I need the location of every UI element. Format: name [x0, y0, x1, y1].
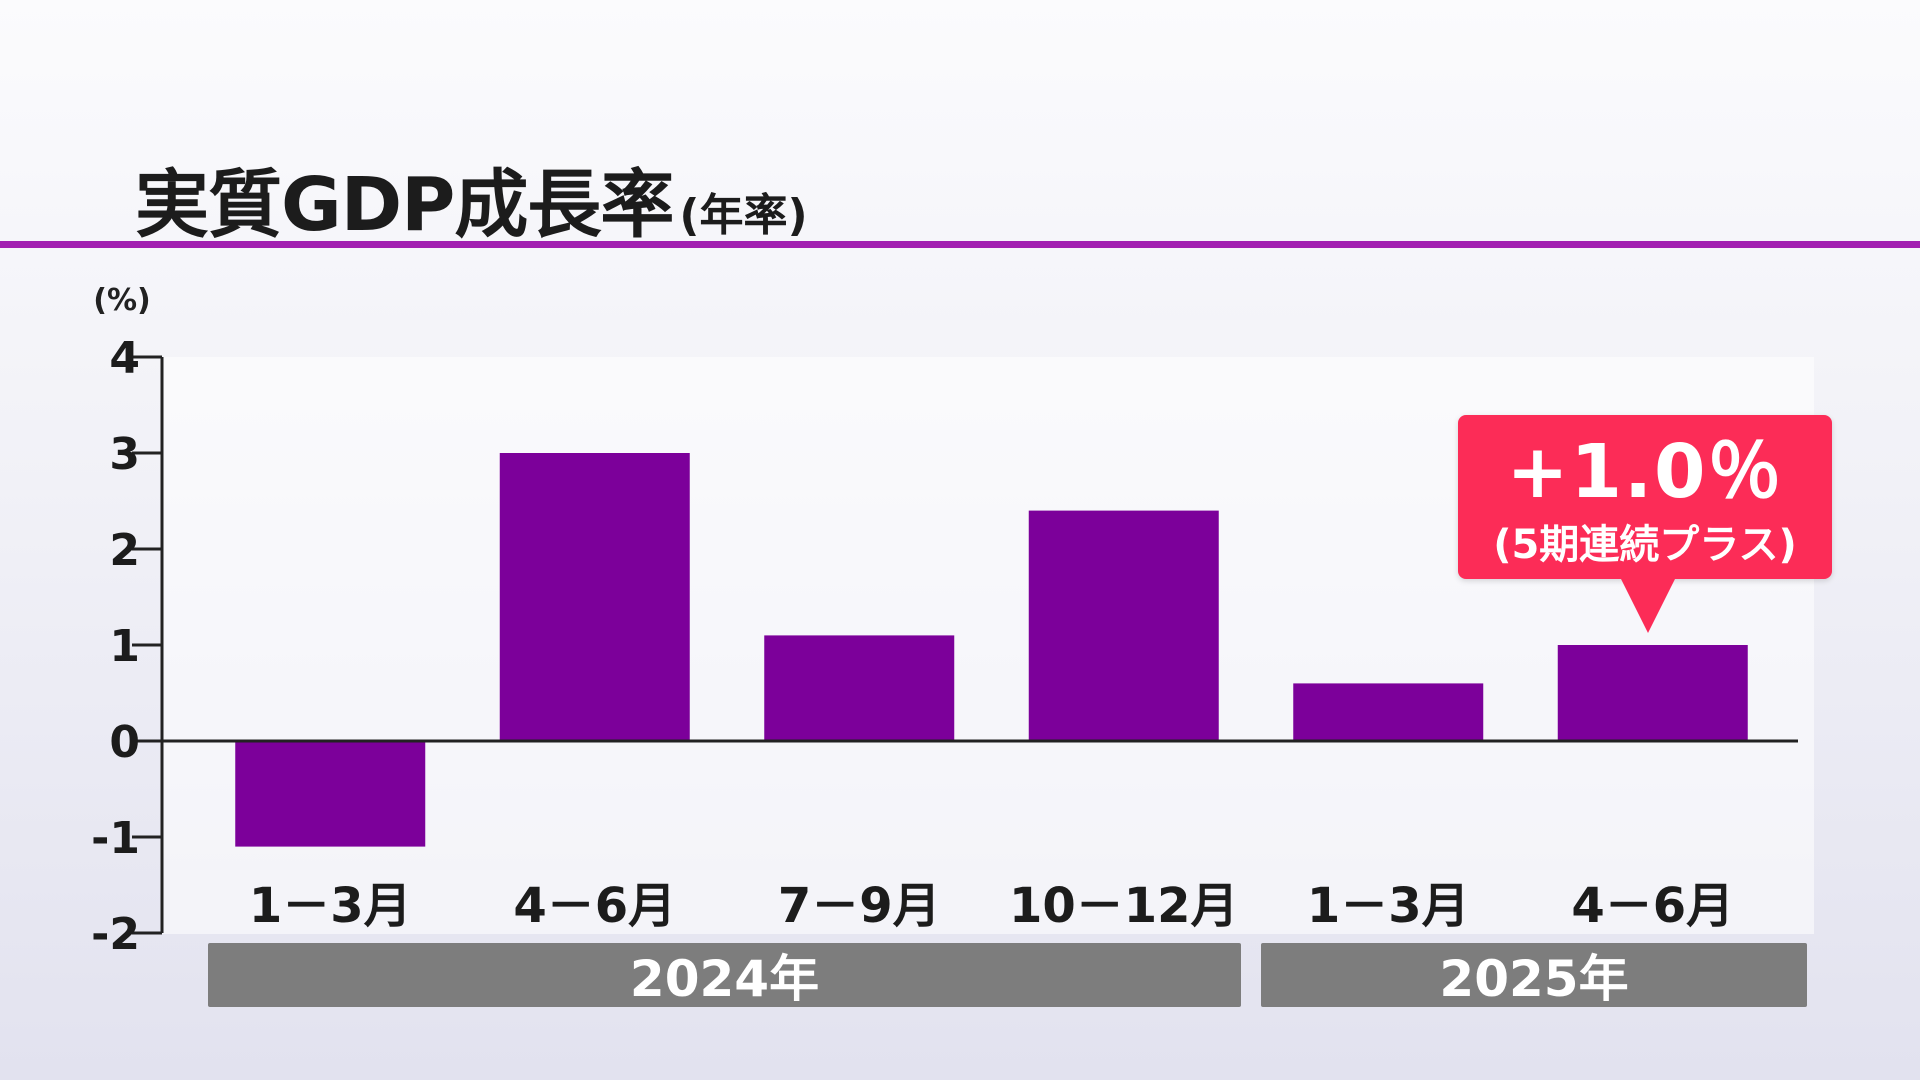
- y-axis-unit-label: (%): [93, 283, 150, 318]
- y-tick-label: -2: [91, 909, 140, 960]
- bar: [235, 741, 426, 847]
- x-category-label: 4－6月: [513, 878, 676, 934]
- bar: [1557, 645, 1748, 741]
- bar: [764, 635, 955, 741]
- chart-title: 実質GDP成長率 (年率): [135, 142, 808, 242]
- bar: [1028, 510, 1219, 741]
- title-divider: [0, 241, 1920, 248]
- x-category-label: 1－3月: [249, 878, 412, 934]
- y-tick-label: -1: [91, 813, 140, 864]
- bar: [1293, 683, 1484, 741]
- y-tick-label: 1: [109, 621, 140, 672]
- chart-title-main: 実質GDP成長率: [135, 162, 674, 248]
- y-tick-label: 2: [109, 525, 140, 576]
- x-category-label: 4－6月: [1571, 878, 1734, 934]
- year-group-2024: 2024年: [208, 943, 1241, 1008]
- year-group-2025: 2025年: [1261, 943, 1807, 1008]
- y-tick-label: 0: [109, 717, 140, 768]
- chart-title-sub: (年率): [679, 190, 808, 241]
- y-tick-label: 3: [109, 429, 140, 480]
- annotation-pointer: [1620, 577, 1676, 633]
- annotation-note: (5期連続プラス): [1493, 522, 1797, 568]
- annotation-value: +1.0％: [1506, 429, 1784, 515]
- bar: [499, 453, 690, 741]
- y-tick-label: 4: [109, 333, 140, 384]
- x-category-label: 1－3月: [1307, 878, 1470, 934]
- annotation-callout: +1.0％ (5期連続プラス): [1458, 415, 1832, 579]
- x-category-label: 7－9月: [778, 878, 941, 934]
- x-category-label: 10－12月: [1009, 878, 1239, 934]
